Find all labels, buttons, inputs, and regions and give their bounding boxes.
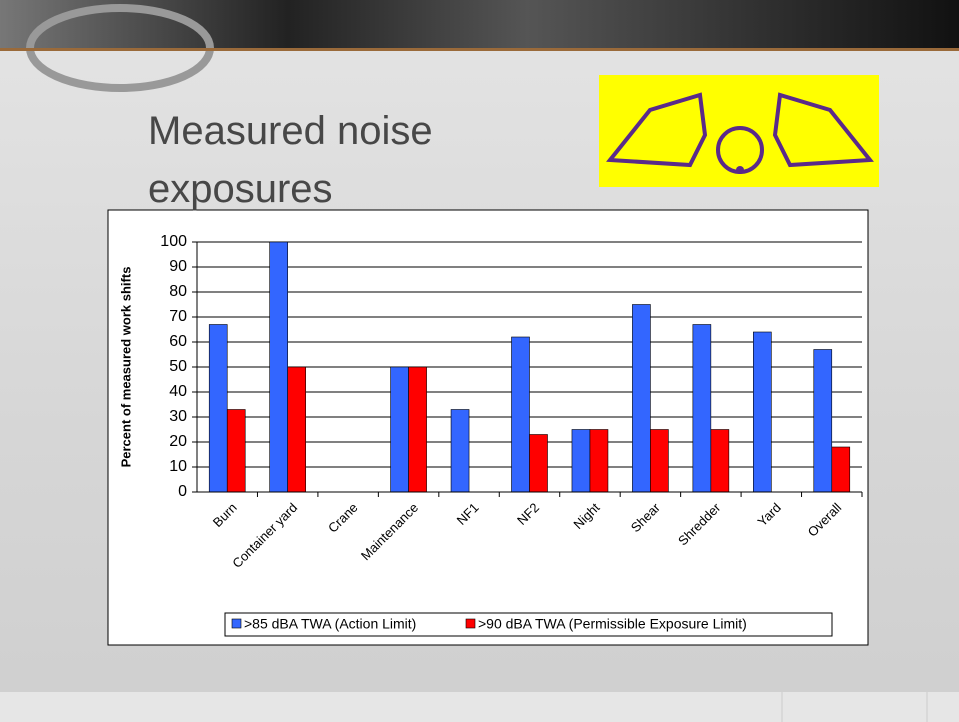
bar <box>209 325 227 493</box>
bar <box>572 430 590 493</box>
slide-title: Measured noise exposures <box>148 102 478 218</box>
bar <box>814 350 832 493</box>
y-tick-label: 100 <box>160 233 187 250</box>
bar <box>711 430 729 493</box>
y-axis-label: Percent of measured work shifts <box>118 267 133 468</box>
bar <box>409 367 427 492</box>
bar <box>288 367 306 492</box>
y-tick-label: 90 <box>169 258 187 275</box>
legend-swatch <box>232 619 241 628</box>
chart: Percent of measured work shifts 0 10 20 30 4… <box>0 0 959 722</box>
legend-swatch <box>466 619 475 628</box>
banner-line <box>0 48 959 51</box>
y-tick-label: 10 <box>169 458 187 475</box>
bar <box>512 337 530 492</box>
bar <box>391 367 409 492</box>
bar <box>227 410 245 493</box>
footer <box>0 692 959 722</box>
y-tick-label: 40 <box>169 383 187 400</box>
bar <box>451 410 469 493</box>
y-tick-label: 60 <box>169 333 187 350</box>
y-tick-label: 20 <box>169 433 187 450</box>
bar <box>270 242 288 492</box>
bar <box>530 435 548 493</box>
bar <box>693 325 711 493</box>
y-tick-label: 70 <box>169 308 187 325</box>
legend-label: >85 dBA TWA (Action Limit) <box>244 616 416 632</box>
y-tick-label: 30 <box>169 408 187 425</box>
bar <box>590 430 608 493</box>
slide: Percent of measured work shifts 0 10 20 30 4… <box>0 0 959 722</box>
bar <box>753 332 771 492</box>
logo <box>599 75 879 187</box>
y-tick-label: 80 <box>169 283 187 300</box>
legend-label: >90 dBA TWA (Permissible Exposure Limit) <box>478 616 747 632</box>
bar <box>632 305 650 493</box>
y-tick-label: 50 <box>169 358 187 375</box>
y-tick-label: 0 <box>178 483 187 500</box>
bar <box>832 447 850 492</box>
bar <box>650 430 668 493</box>
